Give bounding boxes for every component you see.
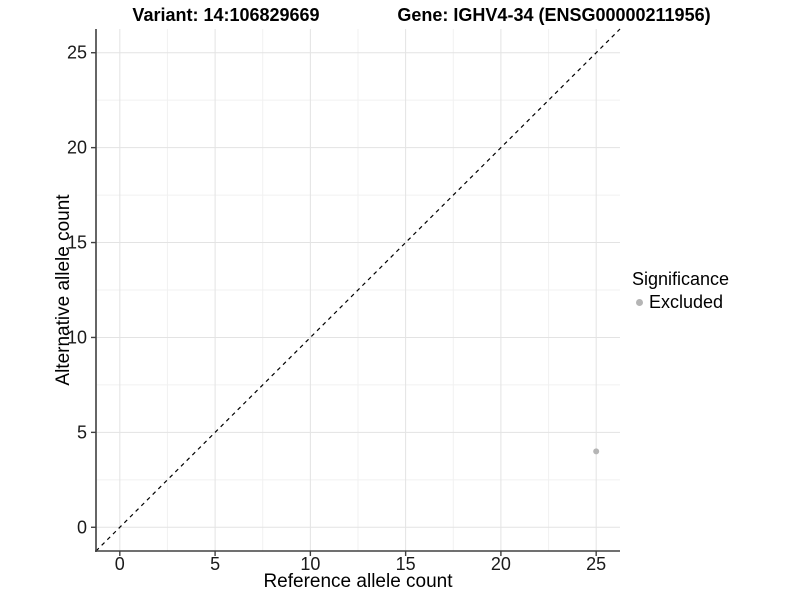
y-axis-label: Alternative allele count — [53, 194, 74, 386]
legend-title: Significance — [632, 269, 730, 289]
x-tick-label: 20 — [491, 554, 511, 574]
y-tick-label: 10 — [67, 327, 87, 347]
plot-title-gene: Gene: IGHV4-34 (ENSG00000211956) — [397, 5, 711, 25]
legend: Significance Excluded — [632, 268, 729, 313]
y-tick-label: 5 — [77, 422, 87, 442]
data-point — [593, 448, 600, 455]
y-tick-label: 15 — [67, 233, 87, 253]
y-tick-label: 0 — [77, 517, 87, 537]
x-tick-label: 5 — [210, 554, 220, 574]
legend-key-dot-icon — [636, 298, 643, 306]
x-axis-label: Reference allele count — [263, 571, 453, 592]
y-tick-label: 25 — [67, 43, 87, 63]
identity-line — [95, 28, 621, 552]
x-tick-label: 10 — [300, 554, 320, 574]
plot-title-variant: Variant: 14:106829669 — [132, 5, 320, 25]
x-tick-label: 0 — [115, 554, 125, 574]
legend-item-label: Excluded — [649, 292, 724, 312]
x-tick-label: 25 — [586, 554, 606, 574]
x-tick-label: 15 — [396, 554, 416, 574]
legend-item-excluded: Excluded — [632, 291, 729, 313]
y-tick-label: 20 — [67, 138, 87, 158]
